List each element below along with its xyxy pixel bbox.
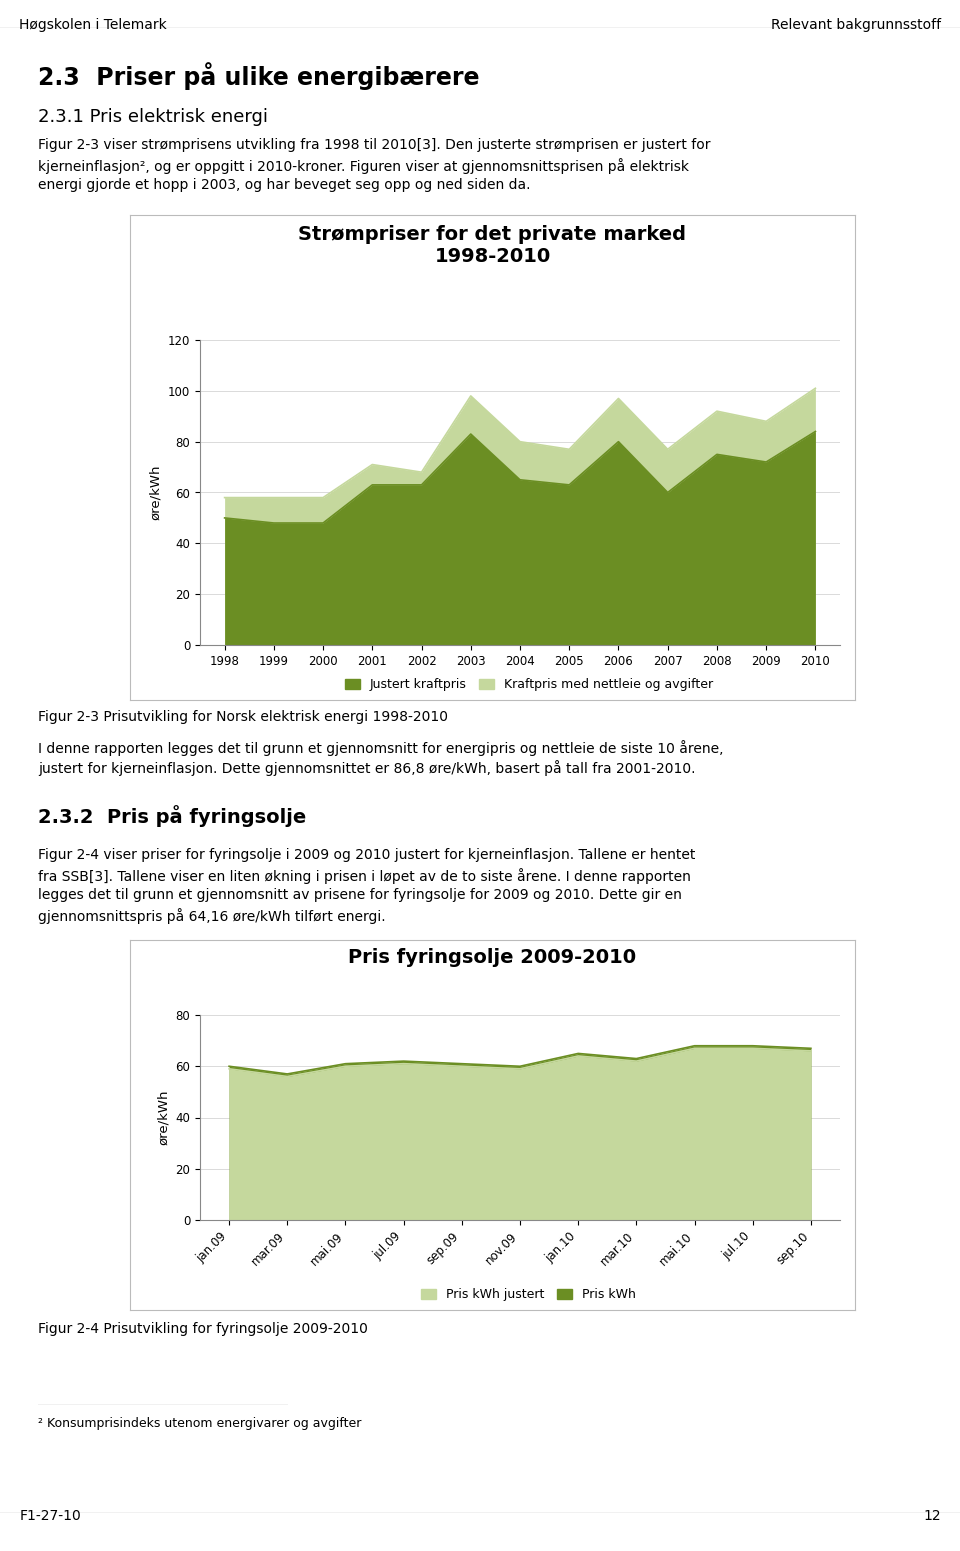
Text: ² Konsumprisindeks utenom energivarer og avgifter: ² Konsumprisindeks utenom energivarer og…: [38, 1418, 361, 1430]
Text: I denne rapporten legges det til grunn et gjennomsnitt for energipris og nettlei: I denne rapporten legges det til grunn e…: [38, 740, 724, 755]
Text: Strømpriser for det private marked
1998-2010: Strømpriser for det private marked 1998-…: [299, 225, 686, 267]
Text: energi gjorde et hopp i 2003, og har beveget seg opp og ned siden da.: energi gjorde et hopp i 2003, og har bev…: [38, 178, 531, 192]
Text: kjerneinflasjon², og er oppgitt i 2010-kroner. Figuren viser at gjennomsnittspri: kjerneinflasjon², og er oppgitt i 2010-k…: [38, 158, 689, 174]
Text: 2.3  Priser på ulike energibærere: 2.3 Priser på ulike energibærere: [38, 62, 479, 90]
Text: gjennomsnittspris på 64,16 øre/kWh tilført energi.: gjennomsnittspris på 64,16 øre/kWh tilfø…: [38, 907, 386, 924]
Text: 2.3.1 Pris elektrisk energi: 2.3.1 Pris elektrisk energi: [38, 109, 268, 126]
Text: fra SSB[3]. Tallene viser en liten økning i prisen i løpet av de to siste årene.: fra SSB[3]. Tallene viser en liten øknin…: [38, 869, 691, 884]
Legend: Pris kWh justert, Pris kWh: Pris kWh justert, Pris kWh: [419, 1286, 638, 1304]
Text: Pris fyringsolje 2009-2010: Pris fyringsolje 2009-2010: [348, 948, 636, 966]
Text: Figur 2-4 Prisutvikling for fyringsolje 2009-2010: Figur 2-4 Prisutvikling for fyringsolje …: [38, 1321, 368, 1335]
Text: legges det til grunn et gjennomsnitt av prisene for fyringsolje for 2009 og 2010: legges det til grunn et gjennomsnitt av …: [38, 889, 682, 903]
Text: Figur 2-3 Prisutvikling for Norsk elektrisk energi 1998-2010: Figur 2-3 Prisutvikling for Norsk elektr…: [38, 710, 448, 724]
Text: Relevant bakgrunnsstoff: Relevant bakgrunnsstoff: [771, 19, 941, 33]
Text: F1-27-10: F1-27-10: [19, 1509, 81, 1523]
Legend: Justert kraftpris, Kraftpris med nettleie og avgifter: Justert kraftpris, Kraftpris med nettlei…: [342, 676, 715, 693]
Text: 12: 12: [924, 1509, 941, 1523]
Text: Figur 2-4 viser priser for fyringsolje i 2009 og 2010 justert for kjerneinflasjo: Figur 2-4 viser priser for fyringsolje i…: [38, 848, 695, 862]
Text: justert for kjerneinflasjon. Dette gjennomsnittet er 86,8 øre/kWh, basert på tal: justert for kjerneinflasjon. Dette gjenn…: [38, 760, 695, 776]
Text: Figur 2-3 viser strømprisens utvikling fra 1998 til 2010[3]. Den justerte strømp: Figur 2-3 viser strømprisens utvikling f…: [38, 138, 710, 152]
Text: 2.3.2  Pris på fyringsolje: 2.3.2 Pris på fyringsolje: [38, 805, 306, 827]
Text: Høgskolen i Telemark: Høgskolen i Telemark: [19, 19, 167, 33]
